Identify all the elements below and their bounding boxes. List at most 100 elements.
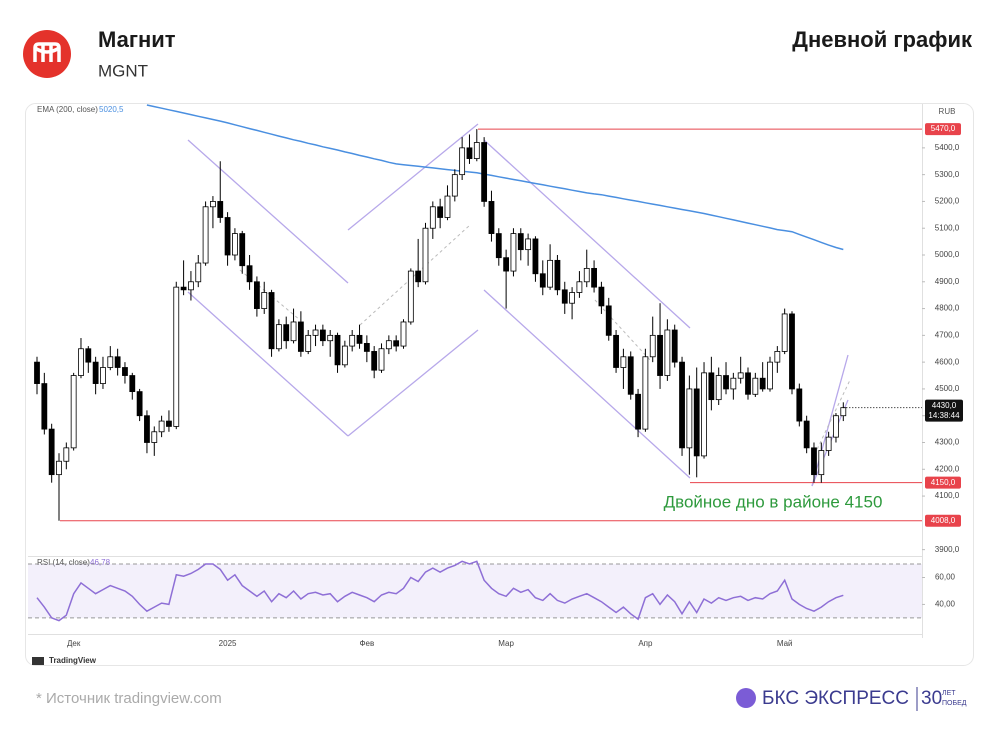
candle-body <box>63 447 70 462</box>
candle-body <box>202 206 209 264</box>
candle-body <box>246 265 253 283</box>
platform: TradingView <box>49 656 97 665</box>
candle-body <box>371 351 378 371</box>
candle-body <box>114 356 121 368</box>
candle-body <box>422 227 429 283</box>
candle-body <box>151 431 158 443</box>
candle-body <box>290 321 297 342</box>
candle-body <box>561 289 568 304</box>
candle-body <box>576 281 583 293</box>
candle-body <box>752 377 759 395</box>
candle-body <box>70 375 77 449</box>
y-tick-label: 5100,0 <box>935 223 960 232</box>
candle-body <box>334 334 341 366</box>
candle-body <box>78 348 84 376</box>
candle-body <box>466 147 473 159</box>
level-label: 4150,0 <box>931 478 956 487</box>
y-tick-label: 5300,0 <box>935 170 960 179</box>
candle-body <box>92 361 99 384</box>
candle-body <box>811 447 817 476</box>
last-price-label: 4430,0 <box>932 401 957 410</box>
candle-body <box>158 420 165 433</box>
source: * Источник tradingview.com <box>36 690 222 707</box>
candle-body <box>510 233 517 272</box>
candle-body <box>327 334 334 342</box>
candle-body <box>415 270 422 283</box>
candle-body <box>444 195 451 218</box>
y-tick-label: 4600,0 <box>935 357 960 366</box>
candle-body <box>393 340 400 347</box>
candle-body <box>627 356 634 395</box>
candle-body <box>305 334 312 352</box>
candle-body <box>759 377 766 390</box>
y-tick-label: 4900,0 <box>935 277 960 286</box>
candle-body <box>642 356 649 430</box>
candle-body <box>122 367 128 376</box>
y-tick-label: 5000,0 <box>935 250 960 259</box>
candle-body <box>407 270 414 323</box>
level-label: 5470,0 <box>931 124 956 133</box>
candle-body <box>129 375 136 393</box>
y-tick-label: 4800,0 <box>935 304 960 313</box>
candle-body <box>495 233 502 259</box>
candle-body <box>56 460 62 476</box>
candle-body <box>708 372 715 401</box>
candle-body <box>664 329 671 376</box>
candle-body <box>188 281 194 291</box>
candle-body <box>605 305 612 336</box>
y-tick-label: 4700,0 <box>935 330 960 339</box>
ticker: MGNT <box>98 61 148 80</box>
candle-body <box>693 388 700 457</box>
currency: RUB <box>939 107 956 116</box>
rsi-tick-label: 40,00 <box>935 600 956 609</box>
rsi-tick-label: 60,00 <box>935 573 956 582</box>
candle-body <box>803 420 810 449</box>
candle-body <box>730 377 737 390</box>
candle-body <box>400 321 407 347</box>
candle-body <box>34 361 40 384</box>
candle-body <box>85 348 92 363</box>
ema-line <box>146 104 844 251</box>
candle-body <box>100 367 106 384</box>
candle-body <box>840 407 847 417</box>
level-tag <box>925 514 961 527</box>
candle-body <box>136 391 143 417</box>
candle-body <box>166 420 172 427</box>
candle-body <box>224 217 231 256</box>
candle-body <box>363 342 370 352</box>
anniversary-text: ПОБЕД <box>942 700 967 707</box>
level-tag <box>925 123 961 136</box>
candle-body <box>195 262 202 283</box>
y-tick-label: 4100,0 <box>935 491 960 500</box>
candle-body <box>547 259 553 288</box>
title: Магнит <box>98 27 176 52</box>
candle-body <box>671 329 678 363</box>
candle-body <box>385 340 392 350</box>
level-label: 4008,0 <box>931 516 956 525</box>
x-tick-label: 2025 <box>219 639 237 648</box>
candle-body <box>715 375 722 401</box>
candle-body <box>620 356 627 368</box>
candle-body <box>481 142 488 202</box>
candle-body <box>275 324 282 350</box>
candle-body <box>833 415 839 438</box>
platform-icon <box>32 657 44 665</box>
candle-body <box>232 233 238 256</box>
candle-body <box>517 233 524 251</box>
rsi-value: 46,78 <box>90 558 111 567</box>
level-tag <box>925 476 961 489</box>
candle-body <box>525 238 532 251</box>
anniversary-number: 30 <box>921 688 942 709</box>
candle-body <box>356 334 363 344</box>
candle-body <box>297 321 304 352</box>
candle-body <box>539 273 546 288</box>
candle-body <box>48 428 55 476</box>
candle-body <box>737 372 744 379</box>
candle-body <box>451 174 458 197</box>
y-tick-label: 3900,0 <box>935 545 960 554</box>
rsi-band <box>28 564 922 618</box>
candle-body <box>239 233 246 267</box>
ema-value: 5020,5 <box>99 105 124 114</box>
